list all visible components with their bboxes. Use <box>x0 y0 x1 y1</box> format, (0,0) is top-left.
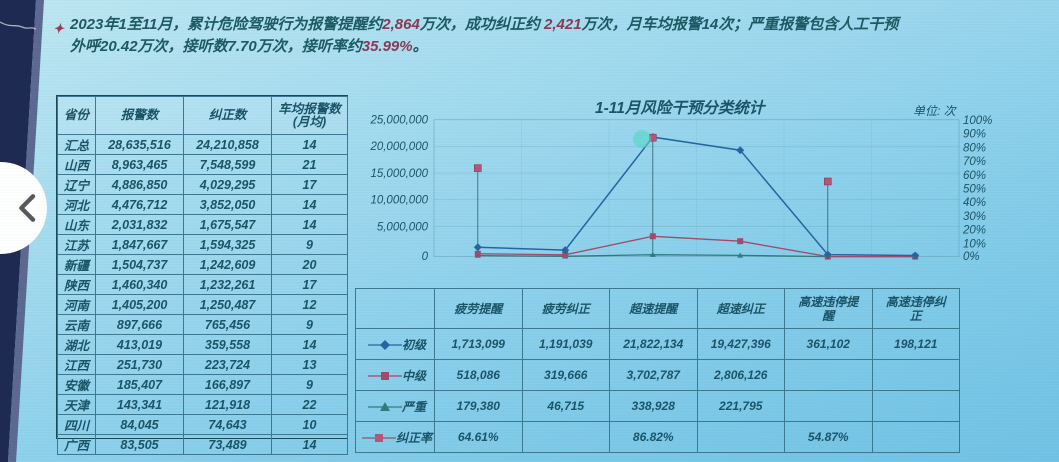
svg-text:25,000,000: 25,000,000 <box>369 115 428 127</box>
svg-text:100%: 100% <box>963 115 992 127</box>
svg-text:15,000,000: 15,000,000 <box>370 168 428 180</box>
svg-text:0: 0 <box>422 251 429 263</box>
svg-text:70%: 70% <box>963 156 986 168</box>
svg-text:5,000,000: 5,000,000 <box>377 221 429 233</box>
svg-text:20,000,000: 20,000,000 <box>369 141 428 153</box>
svg-text:30%: 30% <box>963 211 986 223</box>
svg-text:0%: 0% <box>963 251 980 263</box>
svg-text:90%: 90% <box>963 129 986 141</box>
svg-text:10%: 10% <box>963 238 986 250</box>
svg-text:40%: 40% <box>963 197 986 209</box>
svg-text:20%: 20% <box>962 225 986 237</box>
svg-text:60%: 60% <box>963 170 986 182</box>
svg-text:80%: 80% <box>963 142 986 154</box>
svg-text:50%: 50% <box>963 184 986 196</box>
svg-text:10,000,000: 10,000,000 <box>370 195 428 207</box>
